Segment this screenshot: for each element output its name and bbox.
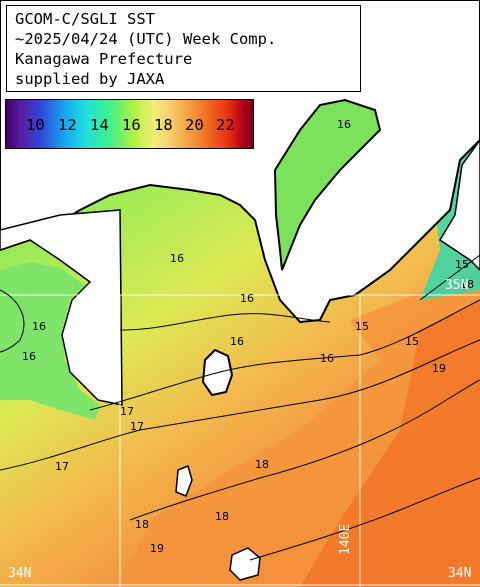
contour-label: 15 [455, 258, 469, 271]
land-left-white [0, 209, 123, 406]
land-right [438, 0, 480, 272]
island-south-2 [175, 464, 193, 497]
miura-peninsula-sea [273, 98, 382, 271]
color-scale-tick: 10 [26, 116, 45, 134]
sst-contours [0, 254, 480, 561]
longitude-label: 140E [338, 523, 353, 555]
contour-label: 18 [460, 278, 474, 291]
color-scale-tick: 20 [185, 116, 204, 134]
contour-label: 17 [130, 420, 144, 433]
title-line: GCOM-C/SGLI SST [15, 10, 155, 28]
contour-label: 16 [240, 292, 254, 305]
color-scale-tick: 14 [90, 116, 109, 134]
contour-label: 17 [120, 405, 134, 418]
contour-label: 19 [432, 362, 446, 375]
contour-label-group: 16 16 16 16 16 15 15 15 16 16 17 17 17 1… [22, 118, 474, 555]
contour-label: 16 [337, 118, 351, 131]
title-line: supplied by JAXA [15, 70, 165, 88]
hot-water-region [300, 300, 480, 587]
contour-label: 16 [32, 320, 46, 333]
contour-label: 19 [150, 542, 164, 555]
title-line: ~2025/04/24 (UTC) Week Comp. [15, 30, 277, 48]
contour-label: 15 [355, 320, 369, 333]
color-scale-tick: 12 [58, 116, 77, 134]
contour-label: 15 [405, 335, 419, 348]
contour-label: 16 [170, 252, 184, 265]
contour-label: 18 [215, 510, 229, 523]
contour-label: 18 [255, 458, 269, 471]
title-line: Kanagawa Prefecture [15, 50, 193, 68]
color-scale-tick: 18 [154, 116, 173, 134]
graticule [0, 294, 480, 587]
color-scale-tick: 16 [122, 116, 141, 134]
contour-label: 16 [230, 335, 244, 348]
land-left [0, 262, 100, 420]
contour-label: 16 [320, 352, 334, 365]
title-panel: GCOM-C/SGLI SST ~2025/04/24 (UTC) Week C… [6, 5, 361, 92]
contour-label: 17 [55, 460, 69, 473]
contour-label: 18 [135, 518, 149, 531]
color-scale-legend: 10 12 14 16 18 20 22 [5, 99, 254, 149]
latitude-label: 34N [448, 566, 472, 581]
latitude-label: 34N [8, 566, 32, 581]
color-scale-tick: 22 [216, 116, 235, 134]
contour-label: 16 [22, 350, 36, 363]
latitude-label: 35N [445, 278, 469, 293]
island-south-1 [229, 547, 261, 581]
